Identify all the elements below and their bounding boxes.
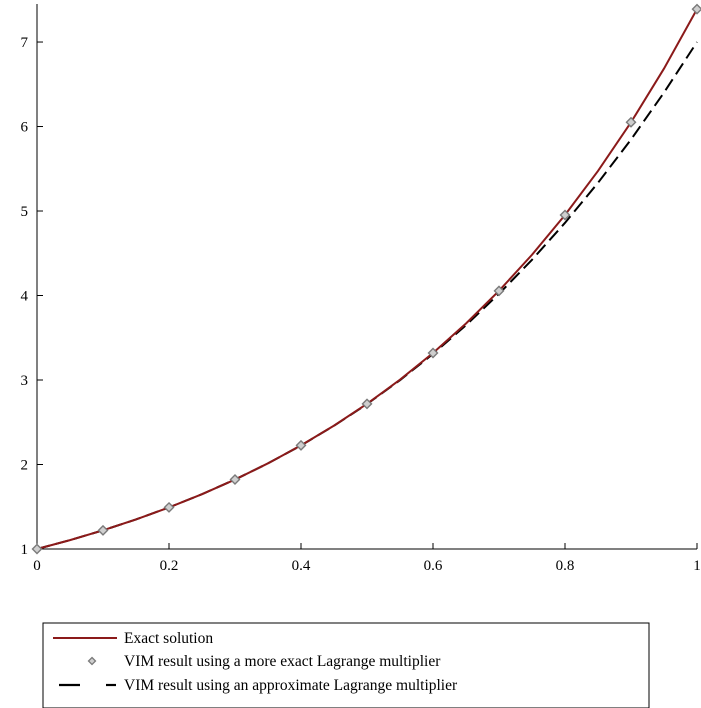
series-vim-exact-point — [493, 285, 505, 297]
y-tick-label: 5 — [21, 204, 29, 220]
legend: Exact solution VIM result using a more ex… — [42, 622, 650, 708]
series-approximate-line — [36, 41, 698, 550]
series-vim-exact-point — [97, 524, 109, 536]
series-exact-line — [36, 8, 698, 550]
y-tick-label: 4 — [21, 289, 29, 305]
series-vim-exact-point — [361, 398, 373, 410]
series-vim-exact-point — [295, 439, 307, 451]
series-vim-exact-point — [229, 474, 241, 486]
plot-area — [31, 3, 701, 555]
series-vim-exact-point — [427, 347, 439, 359]
y-tick-label: 2 — [21, 458, 29, 474]
ticks: 0 0.2 0.4 0.6 0.8 1 1 2 3 4 5 6 7 — [21, 35, 701, 574]
x-tick-label: 0.4 — [292, 558, 311, 574]
series-vim-exact-point — [691, 3, 701, 15]
legend-label: VIM result using an approximate Lagrange… — [124, 677, 458, 694]
series-vim-exact-point — [163, 501, 175, 513]
y-tick-label: 1 — [21, 542, 29, 558]
x-tick-label: 0 — [33, 558, 41, 574]
legend-swatch-points — [87, 656, 97, 666]
y-tick-label: 3 — [21, 373, 29, 389]
x-tick-label: 0.2 — [160, 558, 179, 574]
x-tick-label: 1 — [693, 558, 701, 574]
series-vim-exact-point — [625, 116, 637, 128]
legend-box — [42, 622, 650, 708]
y-tick-label: 6 — [21, 120, 29, 136]
legend-label: Exact solution — [124, 630, 213, 647]
series-vim-exact-point — [559, 209, 571, 221]
axes — [36, 4, 697, 550]
series-vim-exact-point — [31, 543, 43, 555]
x-tick-label: 0.8 — [556, 558, 575, 574]
x-tick-label: 0.6 — [424, 558, 443, 574]
legend-label: VIM result using a more exact Lagrange m… — [124, 653, 441, 670]
y-tick-label: 7 — [21, 35, 29, 51]
